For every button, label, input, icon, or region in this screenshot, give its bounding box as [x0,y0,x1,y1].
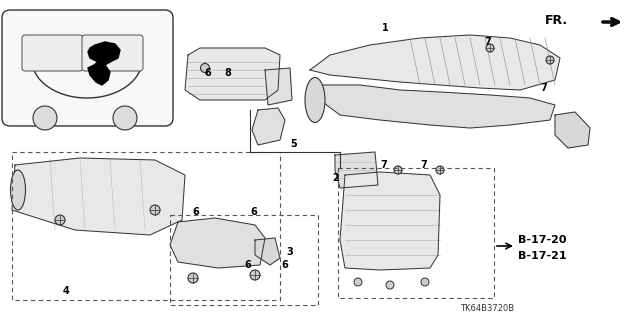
Circle shape [201,64,209,72]
Circle shape [55,215,65,225]
Circle shape [486,44,494,52]
Polygon shape [255,238,280,265]
Circle shape [386,281,394,289]
Circle shape [394,166,402,174]
Text: 7: 7 [420,160,428,170]
Text: 5: 5 [291,139,298,149]
Circle shape [188,273,198,283]
Text: 6: 6 [251,207,257,217]
Polygon shape [310,35,560,90]
Bar [170,215,318,305]
Polygon shape [88,42,120,65]
Circle shape [436,166,444,174]
Circle shape [150,205,160,215]
FancyBboxPatch shape [22,35,83,71]
Text: B-17-20: B-17-20 [518,235,566,245]
Circle shape [200,63,209,72]
Text: 3: 3 [287,247,293,257]
Polygon shape [555,112,590,148]
Circle shape [421,278,429,286]
Polygon shape [335,152,378,188]
FancyBboxPatch shape [82,35,143,71]
FancyBboxPatch shape [2,10,173,126]
Text: B-17-21: B-17-21 [518,251,566,261]
Text: 6: 6 [244,260,252,270]
Circle shape [250,270,260,280]
Circle shape [33,106,57,130]
Ellipse shape [10,170,26,210]
Circle shape [113,106,137,130]
Ellipse shape [305,78,325,122]
Text: 6: 6 [193,207,200,217]
Polygon shape [170,218,265,268]
Circle shape [354,278,362,286]
Text: 7: 7 [541,83,547,93]
Polygon shape [12,158,185,235]
Polygon shape [340,172,440,270]
Text: 2: 2 [333,173,339,183]
Polygon shape [252,108,285,145]
Bar [12,152,280,300]
Text: 7: 7 [381,160,387,170]
Bar [338,168,494,298]
Polygon shape [88,62,110,85]
Text: 6: 6 [282,260,289,270]
Text: 8: 8 [225,68,232,78]
Text: FR.: FR. [545,14,568,27]
Polygon shape [320,85,555,128]
Polygon shape [265,68,292,105]
Text: 4: 4 [63,286,69,296]
Text: 6: 6 [205,68,211,78]
Circle shape [546,56,554,64]
Text: 7: 7 [484,37,492,47]
Text: 1: 1 [381,23,388,33]
Text: TK64B3720B: TK64B3720B [460,304,514,313]
Polygon shape [185,48,280,100]
